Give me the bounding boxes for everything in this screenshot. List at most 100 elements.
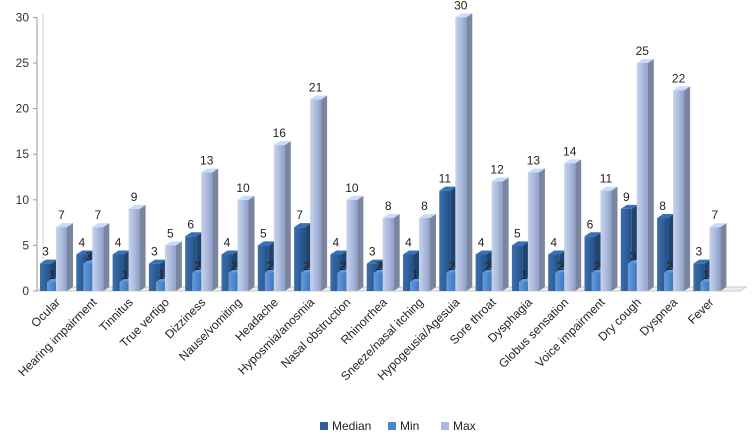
bar-max-10 <box>382 214 400 291</box>
legend-swatch <box>320 422 328 430</box>
data-label-min: 2 <box>448 259 455 273</box>
data-label-min: 1 <box>49 268 56 282</box>
data-label-median: 4 <box>224 236 231 250</box>
legend-label: Min <box>400 419 419 433</box>
y-tick-label: 30 <box>16 10 30 24</box>
legend-label: Median <box>332 419 371 433</box>
bar-median-12 <box>439 186 457 291</box>
data-label-median: 3 <box>151 245 158 259</box>
category-label: Fever <box>685 295 717 327</box>
y-tick-label: 10 <box>16 193 30 207</box>
data-label-max: 30 <box>454 0 468 12</box>
bar-max-7 <box>273 141 291 291</box>
bar-max-1 <box>56 223 73 291</box>
data-label-median: 4 <box>333 236 340 250</box>
data-label-max: 7 <box>94 208 101 222</box>
bar-max-15 <box>564 159 582 291</box>
data-label-median: 4 <box>115 236 122 250</box>
y-tick-label: 25 <box>16 56 30 70</box>
data-label-median: 6 <box>587 217 594 231</box>
data-label-max: 9 <box>131 190 138 204</box>
data-label-median: 3 <box>42 245 49 259</box>
data-label-median: 4 <box>78 236 85 250</box>
data-label-min: 2 <box>594 259 601 273</box>
bar-max-16 <box>600 186 618 291</box>
bar-max-18 <box>673 86 691 291</box>
data-label-median: 3 <box>369 245 376 259</box>
data-label-min: 2 <box>376 259 383 273</box>
data-label-max: 14 <box>563 144 577 158</box>
data-label-min: 3 <box>630 250 637 264</box>
bar-max-5 <box>201 168 219 291</box>
data-label-median: 6 <box>187 217 194 231</box>
bar-max-2 <box>92 223 110 291</box>
data-label-median: 4 <box>550 236 557 250</box>
data-label-max: 13 <box>527 153 541 167</box>
bar-max-9 <box>346 195 364 291</box>
y-tick-label: 5 <box>22 238 29 252</box>
data-label-min: 3 <box>85 250 92 264</box>
category-label: Dyspnea <box>637 295 681 339</box>
legend-label: Max <box>453 419 476 433</box>
data-label-max: 11 <box>600 172 613 186</box>
bar-max-12 <box>455 13 473 292</box>
data-labels-layer: 3174374193156213421052167221421032841811… <box>42 0 718 282</box>
data-label-min: 1 <box>412 268 419 282</box>
bar-max-13 <box>491 177 509 291</box>
data-label-median: 5 <box>514 226 521 240</box>
data-label-max: 5 <box>167 226 174 240</box>
category-label: Ocular <box>28 295 63 330</box>
data-label-min: 2 <box>194 259 201 273</box>
data-label-median: 5 <box>260 226 267 240</box>
data-label-min: 2 <box>267 259 274 273</box>
data-label-min: 1 <box>158 268 165 282</box>
data-label-median: 8 <box>659 199 666 213</box>
y-tick-label: 0 <box>22 284 29 298</box>
data-label-max: 7 <box>712 208 719 222</box>
y-tick-label: 20 <box>16 102 30 116</box>
data-label-max: 7 <box>58 208 65 222</box>
data-label-min: 1 <box>521 268 528 282</box>
legend-item-median: Median <box>320 419 371 433</box>
bar-max-11 <box>419 214 436 291</box>
bar-max-3 <box>128 204 146 291</box>
data-label-max: 25 <box>636 44 650 58</box>
data-label-min: 2 <box>557 259 564 273</box>
data-label-min: 2 <box>485 259 492 273</box>
data-label-max: 22 <box>672 71 686 85</box>
legend: Median Min Max <box>320 419 476 433</box>
data-label-median: 7 <box>296 208 303 222</box>
data-label-median: 4 <box>405 236 412 250</box>
bar-max-4 <box>164 241 182 291</box>
legend-swatch <box>388 422 396 430</box>
data-label-max: 16 <box>273 126 287 140</box>
data-label-median: 9 <box>623 190 630 204</box>
data-label-min: 2 <box>666 259 673 273</box>
bars-layer <box>40 13 727 292</box>
bar-max-17 <box>636 59 654 291</box>
legend-item-max: Max <box>441 419 476 433</box>
data-label-max: 12 <box>490 163 504 177</box>
data-label-min: 1 <box>703 268 710 282</box>
data-label-median: 11 <box>439 172 452 186</box>
legend-item-min: Min <box>388 419 419 433</box>
bar-max-19 <box>709 223 727 291</box>
data-label-max: 8 <box>385 199 392 213</box>
data-label-median: 4 <box>478 236 485 250</box>
data-label-max: 13 <box>200 153 214 167</box>
bar-max-6 <box>237 195 255 291</box>
data-label-max: 10 <box>236 181 250 195</box>
data-label-max: 21 <box>309 80 323 94</box>
data-label-min: 2 <box>303 259 310 273</box>
bar-max-8 <box>310 95 328 291</box>
y-tick-label: 15 <box>16 147 30 161</box>
data-label-min: 1 <box>122 268 129 282</box>
category-label: Nause/vomiting <box>176 295 244 363</box>
data-label-min: 2 <box>231 259 238 273</box>
data-label-median: 3 <box>696 245 703 259</box>
data-label-max: 10 <box>345 181 359 195</box>
bar-max-14 <box>527 168 545 291</box>
data-label-min: 2 <box>340 259 347 273</box>
